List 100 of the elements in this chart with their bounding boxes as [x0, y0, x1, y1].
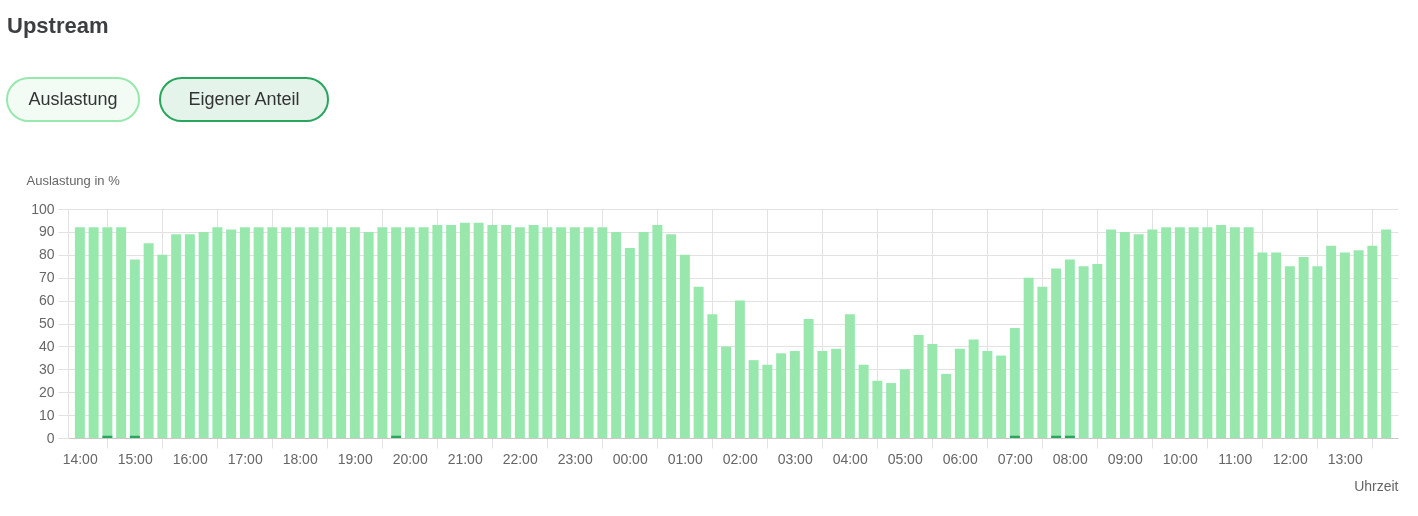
bar [1106, 229, 1117, 438]
bar [597, 227, 608, 438]
y-tick-label: 20 [38, 383, 55, 400]
bar [776, 353, 787, 438]
bar [1367, 245, 1378, 438]
bar [542, 227, 553, 438]
bar [1161, 227, 1172, 438]
bar [198, 231, 209, 438]
y-tick-label: 40 [38, 337, 55, 354]
x-tick-label: 01:00 [667, 450, 703, 467]
bar [501, 225, 512, 438]
bar [267, 227, 278, 438]
x-tick-label: 13:00 [1327, 450, 1363, 467]
chart-title: Upstream [7, 13, 109, 38]
bar [941, 373, 952, 438]
bar [294, 227, 305, 438]
y-tick-label: 50 [38, 315, 55, 331]
bar [1092, 263, 1103, 438]
bar [1078, 266, 1089, 438]
x-tick-label: 11:00 [1218, 450, 1253, 467]
bar [1064, 259, 1075, 438]
bar [803, 318, 814, 438]
x-tick-label: 18:00 [282, 450, 318, 467]
bar [1353, 250, 1364, 438]
bar [1298, 257, 1309, 438]
bar [1312, 266, 1323, 438]
x-tick-label: 03:00 [777, 450, 813, 467]
x-axis-title: Uhrzeit [1354, 477, 1399, 494]
bar [1009, 328, 1020, 438]
bar [446, 225, 457, 438]
y-tick-label: 100 [31, 200, 55, 217]
x-tick-label: 14:00 [62, 450, 98, 467]
bar [1051, 268, 1062, 438]
bar [886, 383, 897, 438]
bar [996, 355, 1007, 438]
x-tick-label: 10:00 [1162, 450, 1198, 467]
x-tick-label: 08:00 [1052, 450, 1088, 467]
bar [1284, 266, 1295, 438]
x-tick-label: 23:00 [557, 450, 593, 467]
bar [858, 364, 869, 438]
bar [872, 380, 883, 438]
y-tick-label: 70 [38, 269, 55, 286]
bar [679, 254, 690, 438]
bar [1243, 227, 1254, 438]
bar [748, 360, 759, 438]
bar [1147, 229, 1158, 438]
bar [652, 225, 663, 438]
x-tick-label: 00:00 [612, 450, 648, 467]
bar [322, 227, 333, 438]
bar [1326, 245, 1337, 438]
bar [927, 344, 938, 438]
x-tick-label: 07:00 [997, 450, 1033, 467]
bar [281, 227, 292, 438]
bar [1037, 286, 1048, 438]
bar [1339, 252, 1350, 438]
x-tick-label: 15:00 [117, 450, 153, 467]
y-tick-label: 90 [38, 223, 55, 240]
bar [831, 348, 842, 438]
bar [611, 231, 622, 438]
bar [1023, 277, 1034, 438]
bar [789, 350, 800, 438]
bar [1133, 234, 1144, 438]
bar [1381, 229, 1392, 438]
bar [707, 314, 718, 438]
bar [1257, 252, 1268, 438]
bar [253, 227, 264, 438]
bar [954, 348, 965, 438]
bar [1188, 227, 1199, 438]
x-tick-label: 16:00 [172, 450, 208, 467]
bar [1202, 227, 1213, 438]
bar [184, 234, 195, 438]
bar [212, 227, 223, 438]
bar [116, 227, 127, 438]
x-tick-label: 20:00 [392, 450, 428, 467]
bar [899, 369, 910, 438]
y-tick-label: 0 [46, 429, 55, 446]
bar [1271, 252, 1282, 438]
x-tick-label: 05:00 [887, 450, 923, 467]
bar [404, 227, 415, 438]
text: Auslastung [28, 88, 118, 109]
x-tick-label: 06:00 [942, 450, 978, 467]
x-tick-label: 04:00 [832, 450, 868, 467]
bar [459, 222, 470, 438]
x-tick-label: 21:00 [447, 450, 483, 467]
bar [363, 231, 374, 438]
x-tick-label: 22:00 [502, 450, 538, 467]
bar [432, 225, 443, 438]
bar [844, 314, 855, 438]
bar [666, 234, 677, 438]
bar [473, 222, 484, 438]
bar [1119, 231, 1130, 438]
bar [239, 227, 250, 438]
bar [514, 227, 525, 438]
x-tick-label: 19:00 [337, 450, 373, 467]
bar [624, 247, 635, 438]
bar [556, 227, 567, 438]
bar [721, 346, 732, 438]
bar [308, 227, 319, 438]
bar [734, 300, 745, 438]
bar [377, 227, 388, 438]
